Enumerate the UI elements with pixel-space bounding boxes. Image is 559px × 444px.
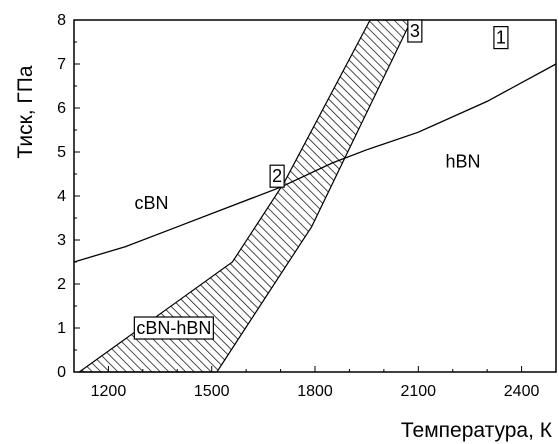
boxed-label: cBN-hBN [133,316,214,340]
boxed-label-frame [407,19,423,43]
x-tick-label: 1500 [194,383,230,400]
boxed-label-text: 1 [496,28,506,48]
y-axis-title: Тиск, ГПа [14,65,37,158]
y-tick-label: 2 [57,276,66,293]
x-tick-label: 2400 [504,383,540,400]
y-tick-label: 5 [57,144,66,161]
boxed-label: 2 [269,164,285,188]
boxed-label-frame [133,316,214,340]
boxed-label-frame [493,25,509,50]
x-tick-label: 1800 [297,383,333,400]
hatched-band-layer [77,19,413,373]
phase-line-layer [73,63,557,263]
boxed-label: 3 [407,19,423,43]
x-tick-label: 1200 [91,383,127,400]
axis-ticks: 1200 1500 1800 2100 2400 0 1 2 3 4 5 6 7 8 [57,12,557,400]
y-tick-label: 1 [57,320,66,337]
boxed-label-frame [269,164,285,188]
hatched-band [77,19,413,373]
region-label: cBN [134,193,168,213]
y-tick-label: 0 [57,364,66,381]
y-tick-label: 7 [57,56,66,73]
y-tick-label: 8 [57,12,66,29]
boxed-label-text: 3 [410,21,420,41]
x-axis-title: Температура, К [401,419,553,442]
boxed-label-text: cBN-hBN [136,318,211,338]
y-tick-label: 4 [57,188,66,205]
x-tick-label: 2100 [400,383,436,400]
y-tick-label: 6 [57,100,66,117]
boxed-label: 1 [493,25,509,50]
boxed-label-text: 2 [272,166,282,186]
series-line-0 [73,63,557,263]
region-label: hBN [446,151,481,171]
annotation-labels: cBN hBN 1 2 3 cBN-hBN [133,19,509,340]
y-tick-label: 3 [57,232,66,249]
